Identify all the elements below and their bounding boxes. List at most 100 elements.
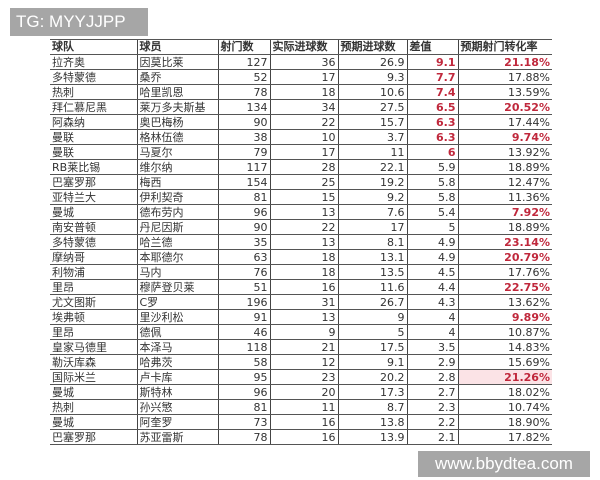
header-goals: 实际进球数 — [269, 39, 338, 55]
cell-xg: 22.1 — [337, 159, 407, 175]
cell-player: 苏亚雷斯 — [136, 429, 218, 445]
cell-diff: 2.2 — [406, 414, 458, 430]
cell-rate: 10.74% — [457, 399, 552, 415]
header-diff: 差值 — [406, 39, 458, 55]
cell-player: 维尔纳 — [136, 159, 218, 175]
cell-shots: 81 — [217, 399, 270, 415]
table-row: 里昂 德佩 46 9 5 4 10.87% — [50, 324, 552, 340]
cell-diff: 5.4 — [406, 204, 458, 220]
cell-goals: 12 — [269, 354, 338, 370]
cell-team: 曼联 — [50, 144, 137, 160]
cell-team: 亚特兰大 — [50, 189, 137, 205]
cell-shots: 96 — [217, 204, 270, 220]
cell-player: 哈兰德 — [136, 234, 218, 250]
table-row: RB莱比锡 维尔纳 117 28 22.1 5.9 18.89% — [50, 159, 552, 175]
cell-goals: 17 — [269, 144, 338, 160]
table-row: 拜仁慕尼黑 莱万多夫斯基 134 34 27.5 6.5 20.52% — [50, 99, 552, 115]
watermark-bottom: www.bbydtea.com — [418, 451, 590, 477]
cell-shots: 76 — [217, 264, 270, 280]
cell-player: 格林伍德 — [136, 129, 218, 145]
cell-xg: 9.3 — [337, 69, 407, 85]
cell-player: 哈里凯恩 — [136, 84, 218, 100]
cell-team: 巴塞罗那 — [50, 429, 137, 445]
cell-team: 里昂 — [50, 324, 137, 340]
cell-shots: 154 — [217, 174, 270, 190]
cell-shots: 118 — [217, 339, 270, 355]
cell-xg: 5 — [337, 324, 407, 340]
cell-player: 里沙利松 — [136, 309, 218, 325]
cell-diff: 6.5 — [406, 99, 458, 115]
cell-diff: 9.1 — [406, 54, 458, 70]
table-row: 皇家马德里 本泽马 118 21 17.5 3.5 14.83% — [50, 339, 552, 355]
cell-player: 马夏尔 — [136, 144, 218, 160]
cell-team: 利物浦 — [50, 264, 137, 280]
cell-rate: 22.75% — [457, 279, 552, 295]
table-row: 南安普顿 丹尼因斯 90 22 17 5 18.89% — [50, 219, 552, 235]
cell-diff: 2.7 — [406, 384, 458, 400]
cell-team: 多特蒙德 — [50, 234, 137, 250]
table-row: 勒沃库森 哈弗茨 58 12 9.1 2.9 15.69% — [50, 354, 552, 370]
cell-diff: 4.9 — [406, 234, 458, 250]
table-row: 曼城 阿奎罗 73 16 13.8 2.2 18.90% — [50, 414, 552, 430]
cell-team: 拜仁慕尼黑 — [50, 99, 137, 115]
cell-rate: 13.92% — [457, 144, 552, 160]
table-row: 热刺 哈里凯恩 78 18 10.6 7.4 13.59% — [50, 84, 552, 100]
cell-rate: 11.36% — [457, 189, 552, 205]
cell-shots: 52 — [217, 69, 270, 85]
cell-team: 曼城 — [50, 414, 137, 430]
table-row: 曼城 德布劳内 96 13 7.6 5.4 7.92% — [50, 204, 552, 220]
cell-rate: 14.83% — [457, 339, 552, 355]
cell-player: 梅西 — [136, 174, 218, 190]
cell-player: 桑乔 — [136, 69, 218, 85]
cell-diff: 4 — [406, 324, 458, 340]
cell-player: 伊利契奇 — [136, 189, 218, 205]
table-row: 巴塞罗那 梅西 154 25 19.2 5.8 12.47% — [50, 174, 552, 190]
cell-xg: 3.7 — [337, 129, 407, 145]
cell-goals: 13 — [269, 204, 338, 220]
table-row: 国际米兰 卢卡库 95 23 20.2 2.8 21.26% — [50, 369, 552, 385]
cell-team: 阿森纳 — [50, 114, 137, 130]
table-header: 球队 球员 射门数 实际进球数 预期进球数 差值 预期射门转化率 — [50, 39, 552, 55]
cell-shots: 73 — [217, 414, 270, 430]
cell-player: 穆萨登贝莱 — [136, 279, 218, 295]
cell-shots: 134 — [217, 99, 270, 115]
cell-xg: 13.9 — [337, 429, 407, 445]
cell-shots: 78 — [217, 84, 270, 100]
cell-team: 摩纳哥 — [50, 249, 137, 265]
cell-shots: 79 — [217, 144, 270, 160]
cell-xg: 17.3 — [337, 384, 407, 400]
cell-xg: 8.7 — [337, 399, 407, 415]
cell-rate: 17.88% — [457, 69, 552, 85]
cell-shots: 35 — [217, 234, 270, 250]
table-row: 阿森纳 奥巴梅杨 90 22 15.7 6.3 17.44% — [50, 114, 552, 130]
cell-shots: 81 — [217, 189, 270, 205]
cell-goals: 15 — [269, 189, 338, 205]
cell-shots: 63 — [217, 249, 270, 265]
cell-diff: 7.7 — [406, 69, 458, 85]
cell-goals: 22 — [269, 219, 338, 235]
table-row: 曼联 马夏尔 79 17 11 6 13.92% — [50, 144, 552, 160]
cell-goals: 16 — [269, 414, 338, 430]
cell-shots: 90 — [217, 114, 270, 130]
table-row: 埃弗顿 里沙利松 91 13 9 4 9.89% — [50, 309, 552, 325]
cell-diff: 2.3 — [406, 399, 458, 415]
cell-goals: 20 — [269, 384, 338, 400]
cell-diff: 6.3 — [406, 129, 458, 145]
cell-rate: 18.02% — [457, 384, 552, 400]
cell-team: 热刺 — [50, 84, 137, 100]
watermark-top: TG: MYYJJPP — [10, 8, 148, 36]
cell-xg: 9.2 — [337, 189, 407, 205]
cell-team: 埃弗顿 — [50, 309, 137, 325]
cell-diff: 2.8 — [406, 369, 458, 385]
cell-shots: 46 — [217, 324, 270, 340]
cell-diff: 5 — [406, 219, 458, 235]
cell-diff: 4.4 — [406, 279, 458, 295]
cell-xg: 13.8 — [337, 414, 407, 430]
cell-xg: 9.1 — [337, 354, 407, 370]
cell-goals: 21 — [269, 339, 338, 355]
cell-xg: 20.2 — [337, 369, 407, 385]
cell-player: 德布劳内 — [136, 204, 218, 220]
cell-rate: 12.47% — [457, 174, 552, 190]
cell-goals: 22 — [269, 114, 338, 130]
cell-goals: 17 — [269, 69, 338, 85]
